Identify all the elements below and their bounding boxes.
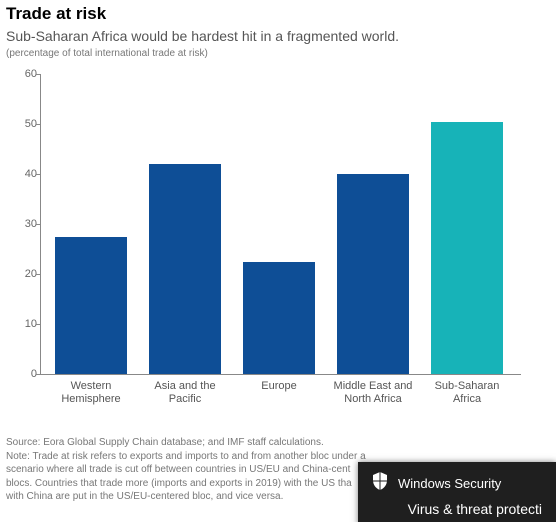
y-tick-label: 30 [13, 218, 37, 230]
footer-line: Source: Eora Global Supply Chain databas… [6, 436, 550, 450]
y-tick-label: 20 [13, 268, 37, 280]
windows-security-toast[interactable]: Windows Security Virus & threat protecti [358, 462, 556, 522]
bar [431, 122, 503, 375]
y-tick-label: 0 [13, 368, 37, 380]
footer-line: Note: Trade at risk refers to exports an… [6, 450, 550, 464]
chart-subnote: (percentage of total international trade… [6, 48, 556, 59]
toast-subtitle: Virus & threat protecti [358, 499, 556, 521]
chart-plot: 0102030405060Western HemisphereAsia and … [40, 74, 521, 375]
bar [337, 174, 409, 374]
bar [149, 164, 221, 374]
bar [55, 237, 127, 375]
x-tick-label: Europe [232, 380, 326, 393]
x-tick-label: Western Hemisphere [44, 380, 138, 405]
y-tick-label: 10 [13, 318, 37, 330]
bar [243, 262, 315, 375]
x-tick-label: Middle East and North Africa [326, 380, 420, 405]
x-tick-label: Sub-Saharan Africa [420, 380, 514, 405]
y-tick-label: 60 [13, 68, 37, 80]
x-tick-label: Asia and the Pacific [138, 380, 232, 405]
chart-area: 0102030405060Western HemisphereAsia and … [10, 74, 540, 404]
chart-subtitle: Sub-Saharan Africa would be hardest hit … [6, 28, 556, 46]
chart-title: Trade at risk [6, 4, 556, 24]
toast-title: Windows Security [398, 476, 501, 491]
y-tick-label: 40 [13, 168, 37, 180]
y-tick-label: 50 [13, 118, 37, 130]
shield-icon [372, 472, 388, 495]
